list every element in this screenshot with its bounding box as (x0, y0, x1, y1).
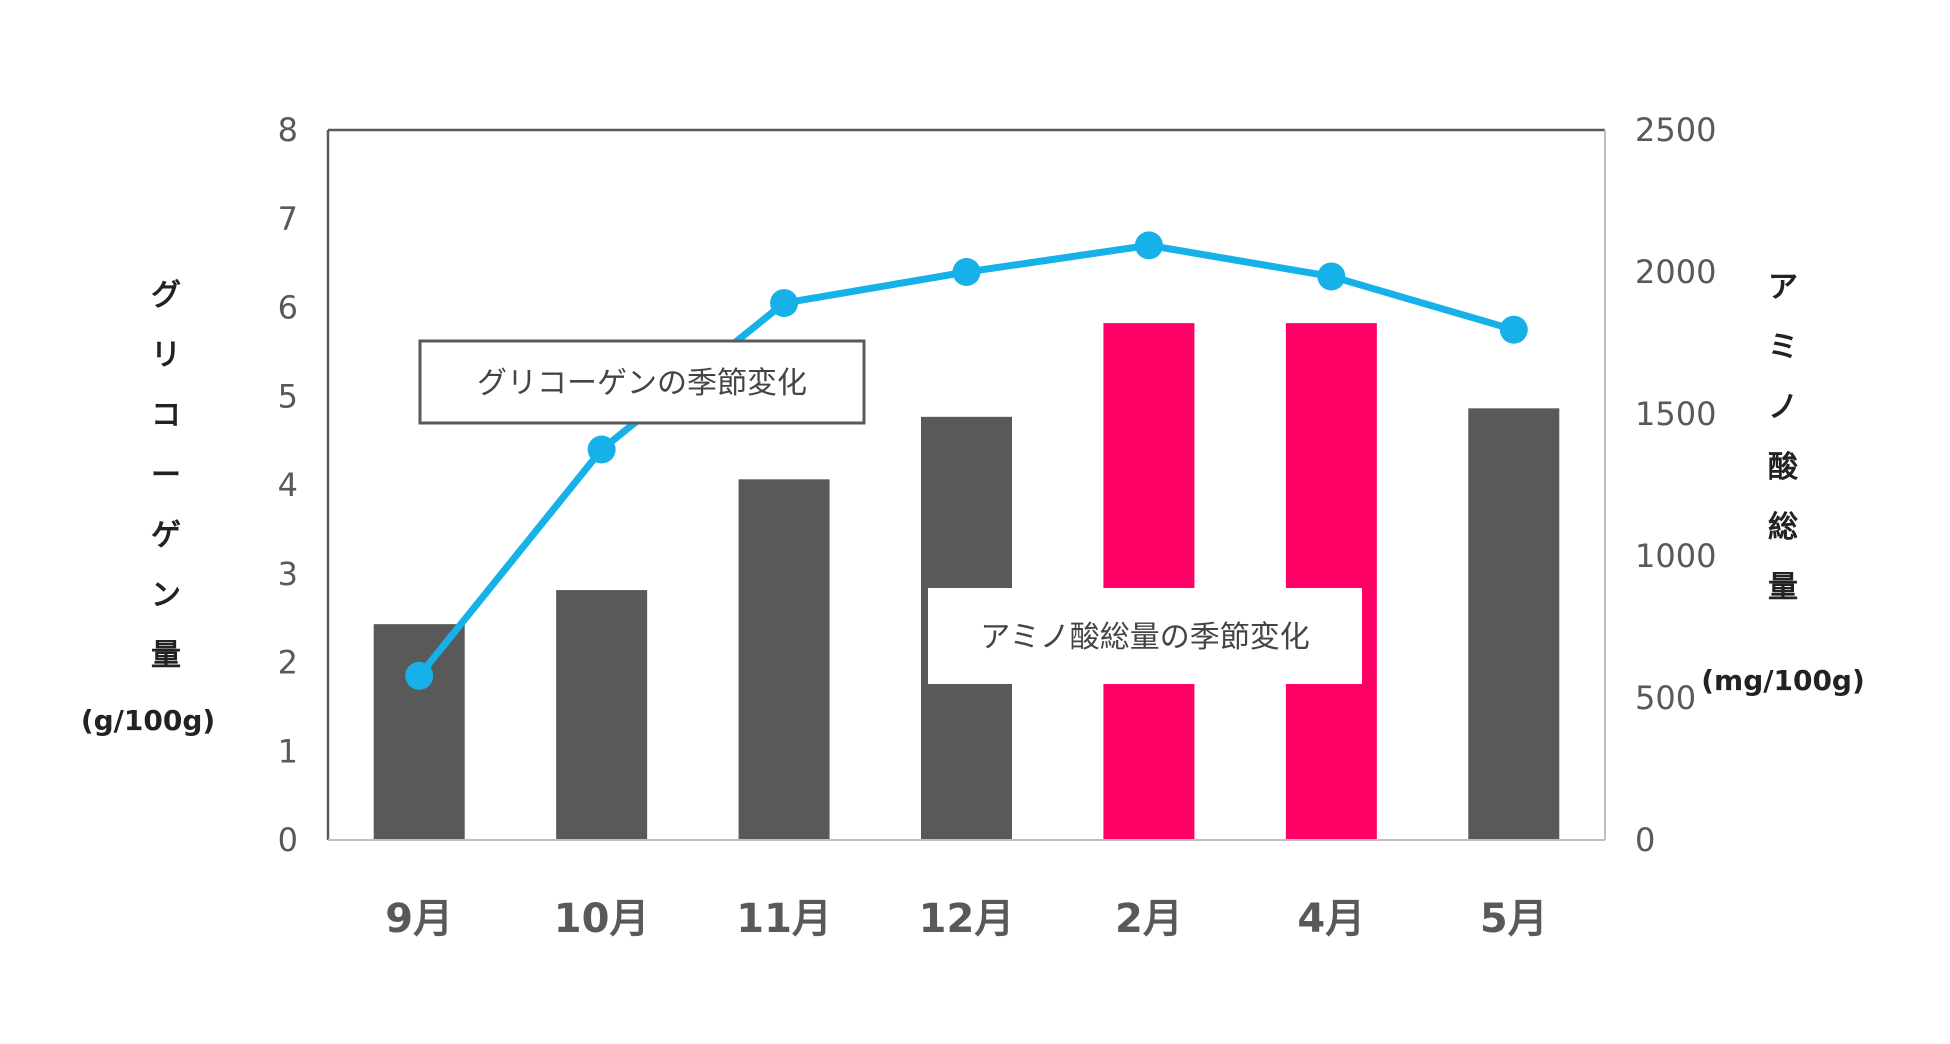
annotation-line-box: グリコーゲンの季節変化 (418, 339, 866, 425)
right-axis-title-char: ノ (1768, 390, 1798, 425)
left-axis-ticks: 0 1 2 3 4 5 6 7 8 (278, 111, 298, 859)
bar-0 (373, 624, 465, 840)
bar-5 (1285, 323, 1377, 840)
annotation-line-background (418, 339, 866, 425)
right-tick-label: 1000 (1635, 537, 1716, 575)
left-tick-label: 7 (278, 200, 298, 238)
bar-2 (738, 479, 830, 840)
left-axis-title-char: グ (151, 278, 181, 313)
left-tick-label: 4 (278, 466, 298, 504)
line-point-6 (1499, 315, 1528, 344)
bar-4 (1103, 323, 1195, 840)
right-axis-title-char: ミ (1768, 330, 1798, 365)
bar-1 (556, 590, 648, 840)
category-label: 5月 (1480, 896, 1548, 942)
line-point-0 (405, 661, 434, 690)
left-axis-title-char: コ (151, 398, 181, 433)
annotation-bar-label: アミノ酸総量の季節変化 (980, 620, 1309, 655)
right-axis-title-char: 量 (1768, 570, 1798, 605)
left-axis-title-char: ー (151, 458, 181, 493)
right-axis-title-char: ア (1768, 270, 1798, 305)
left-tick-label: 6 (278, 289, 298, 327)
left-tick-label: 2 (278, 644, 298, 682)
left-tick-label: 1 (278, 732, 298, 770)
category-label: 2月 (1115, 896, 1183, 942)
right-tick-label: 1500 (1635, 395, 1716, 433)
annotation-bar-background (928, 588, 1362, 684)
line-point-4 (1134, 231, 1163, 260)
right-tick-label: 2500 (1635, 111, 1716, 149)
right-tick-label: 0 (1635, 821, 1655, 859)
left-axis-title-char: 量 (151, 638, 181, 673)
line-series (405, 231, 1528, 690)
left-axis-unit: (g/100g) (81, 704, 215, 737)
annotation-bar-box: アミノ酸総量の季節変化 (928, 588, 1362, 684)
line-point-5 (1317, 262, 1346, 291)
line-point-2 (770, 289, 799, 318)
bar-6 (1468, 408, 1560, 840)
left-tick-label: 8 (278, 111, 298, 149)
right-axis-title-char: 総 (1768, 510, 1798, 545)
category-label: 9月 (385, 896, 453, 942)
category-label: 12月 (919, 896, 1015, 942)
left-axis-title-char: ゲ (151, 518, 181, 553)
right-axis-unit: (mg/100g) (1701, 664, 1865, 697)
left-tick-label: 0 (278, 821, 298, 859)
category-label: 11月 (736, 896, 832, 942)
right-tick-label: 500 (1635, 679, 1696, 717)
right-axis-ticks: 0 500 1000 1500 2000 2500 (1635, 111, 1716, 859)
left-axis-title-char: ン (151, 578, 181, 613)
right-axis-title-char: 酸 (1768, 450, 1799, 485)
left-tick-label: 5 (278, 377, 298, 415)
right-axis-title: アミノ酸総量 (1768, 270, 1799, 605)
bar-series (373, 323, 1560, 840)
left-tick-label: 3 (278, 555, 298, 593)
line-point-3 (952, 258, 981, 286)
category-label: 4月 (1297, 896, 1365, 942)
category-label: 10月 (554, 896, 650, 942)
left-axis-title-char: リ (151, 338, 181, 373)
plot-frame (326, 128, 1606, 841)
annotation-line-label: グリコーゲンの季節変化 (477, 366, 807, 401)
line-point-1 (587, 435, 616, 464)
right-tick-label: 2000 (1635, 253, 1716, 291)
category-labels: 9月 10月 11月 12月 2月 4月 5月 (385, 896, 1547, 942)
